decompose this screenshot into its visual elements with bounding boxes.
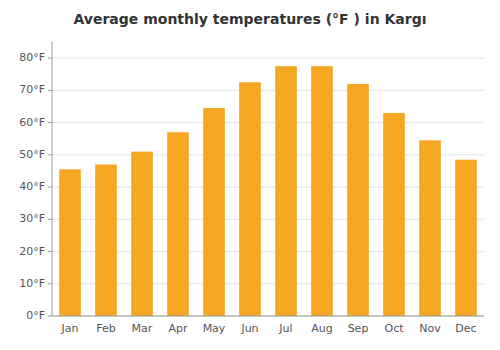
y-tick-label: 70°F <box>19 83 45 96</box>
y-tick-label: 40°F <box>19 180 45 193</box>
x-tick-label: Jan <box>61 322 79 335</box>
y-tick-label: 0°F <box>26 309 45 322</box>
title: Average monthly temperatures (°F ) in Ka… <box>73 11 426 27</box>
x-tick-label: Dec <box>455 322 476 335</box>
y-tick <box>48 90 52 91</box>
axes <box>52 42 484 316</box>
y-tick <box>48 251 52 252</box>
bar <box>275 66 297 316</box>
x-tick-label: Aug <box>311 322 332 335</box>
y-tick <box>48 122 52 123</box>
y-tick <box>48 154 52 155</box>
grid <box>52 58 484 316</box>
bar <box>383 113 405 316</box>
x-tick-label: Jun <box>240 322 258 335</box>
x-tick-label: May <box>203 322 226 335</box>
chart: 0°F 10°F 20°F 30°F 40°F 50°F 60°F 70°F 80°F Jan Fe… <box>0 0 500 350</box>
grid-line <box>52 316 484 317</box>
bar <box>203 108 225 316</box>
y-axis-line <box>52 42 53 316</box>
y-tick-label: 30°F <box>19 212 45 225</box>
bar <box>131 152 153 316</box>
x-tick-label: Mar <box>132 322 153 335</box>
y-tick <box>48 187 52 188</box>
x-tick-label: Nov <box>419 322 441 335</box>
bar <box>347 84 369 316</box>
bar <box>167 132 189 316</box>
bar <box>239 82 261 316</box>
x-tick-label: Oct <box>384 322 404 335</box>
y-tick-label: 50°F <box>19 148 45 161</box>
page: {"chart_data": {"type": "bar", "title": … <box>0 0 500 350</box>
y-ticks: 0°F 10°F 20°F 30°F 40°F 50°F 60°F 70°F 80°F <box>19 51 52 322</box>
bars <box>59 66 477 316</box>
y-tick-label: 10°F <box>19 277 45 290</box>
x-tick-label: Sep <box>348 322 369 335</box>
grid-line <box>52 90 484 91</box>
y-tick <box>48 219 52 220</box>
bar <box>311 66 333 316</box>
grid-line <box>52 122 484 123</box>
y-tick <box>48 316 52 317</box>
x-tick-label: Apr <box>168 322 188 335</box>
y-tick <box>48 58 52 59</box>
y-tick <box>48 283 52 284</box>
x-axis-line <box>52 316 484 317</box>
bar <box>419 140 441 316</box>
bar <box>455 160 477 316</box>
grid-line <box>52 58 484 59</box>
bar <box>95 164 117 316</box>
y-tick-label: 20°F <box>19 245 45 258</box>
x-tick-label: Jul <box>278 322 292 335</box>
x-ticks: Jan Feb Mar Apr May Jun Jul Aug Sep Oct Nov Dec <box>61 322 477 335</box>
bar <box>59 169 81 316</box>
y-tick-label: 60°F <box>19 116 45 129</box>
x-tick-label: Feb <box>96 322 115 335</box>
y-tick-label: 80°F <box>19 51 45 64</box>
